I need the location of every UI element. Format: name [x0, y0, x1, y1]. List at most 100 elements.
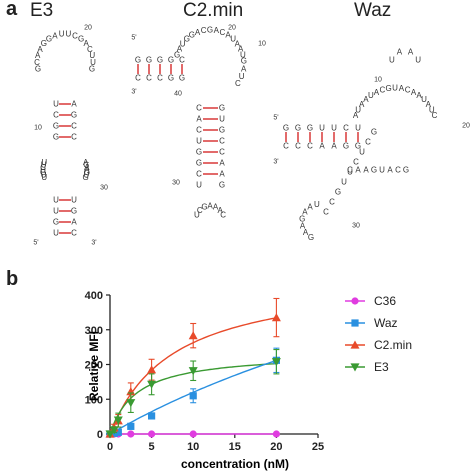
waz-hairpin-nt: U	[389, 56, 395, 65]
waz-branch-nt: C	[323, 208, 329, 217]
x-tick-label-5: 5	[149, 441, 155, 453]
e3-loop-nt: C	[72, 31, 78, 40]
waz-num-10: 10	[374, 77, 382, 84]
waz-arm-nt: U	[379, 166, 385, 175]
e3-loop-nt: U	[59, 30, 65, 39]
y-tick-label-0: 0	[97, 429, 103, 441]
waz-arm-nt: A	[387, 166, 393, 175]
waz-num-30: 30	[352, 223, 360, 230]
point-e3	[188, 367, 198, 376]
c2-right-nt: U	[219, 115, 225, 124]
c2-bottom-nt: C	[220, 211, 226, 220]
waz-arm-nt: G	[371, 166, 377, 175]
waz-stemtop-nt: U	[331, 124, 337, 133]
waz-arm-nt: A	[363, 166, 369, 175]
waz-arm-nt: C	[395, 166, 401, 175]
e3-loop2b-nt: A	[83, 158, 89, 167]
c2-bottom-nt: A	[213, 203, 219, 212]
c2-left-nt: C	[196, 126, 202, 135]
c2-bottom-nt: U	[194, 211, 200, 220]
legend-label-c36: C36	[374, 294, 396, 308]
waz-stemtop-nt: C	[343, 124, 349, 133]
y-tick-label-100: 100	[85, 394, 103, 406]
c2-loop-r-nt: U	[239, 72, 245, 81]
e3-loop2-nt: U	[40, 166, 46, 175]
waz-stembot-nt: A	[319, 142, 325, 151]
waz-loop-nt: A	[411, 88, 417, 97]
legend-marker-c36	[351, 297, 359, 305]
c2-stemL-nt: C	[179, 56, 185, 65]
c2-left-nt: G	[196, 159, 202, 168]
c2-stemR-nt: C	[157, 74, 163, 83]
c2-loop-nt: G	[184, 35, 190, 44]
waz-branch-nt: U	[341, 178, 347, 187]
waz-hairpin-nt: A	[397, 48, 403, 57]
e3-loop-nt: G	[35, 65, 41, 74]
waz-branch-nt: G	[335, 188, 341, 197]
c2-bottom-nt: G	[201, 203, 207, 212]
y-tick-label-200: 200	[85, 360, 103, 372]
waz-branch-nt: C	[353, 158, 359, 167]
c2-loop-nt: U	[230, 35, 236, 44]
waz-loop-nt: C	[379, 85, 385, 94]
waz-hairpin-nt: A	[408, 48, 414, 57]
e3-right-a-nt: G	[71, 111, 77, 120]
c2-loop-nt: G	[189, 31, 195, 40]
c2-3prime: 3'	[131, 89, 136, 96]
structure-title-waz: Waz	[354, 0, 392, 21]
point-c2min	[188, 331, 198, 340]
c2-loop-nt: G	[174, 51, 180, 60]
e3-left-b-nt: U	[53, 196, 59, 205]
legend-marker-c2min	[350, 340, 360, 349]
e3-loop2-nt: G	[40, 168, 46, 177]
e3-loop2-nt: U	[41, 160, 47, 169]
point-e3	[109, 426, 119, 435]
point-c36	[148, 430, 156, 438]
waz-loop-nt: U	[429, 105, 435, 114]
e3-loop-nt: U	[89, 51, 95, 60]
e3-loop2b-nt: G	[83, 160, 89, 169]
c2-right-nt: G	[219, 126, 225, 135]
c2-num-40: 40	[174, 91, 182, 98]
waz-loop-nt: C	[432, 111, 438, 120]
c2-loop-nt: U	[240, 51, 246, 60]
point-c36	[272, 430, 280, 438]
c2-num-30: 30	[172, 180, 180, 187]
c2-loop-nt: C	[220, 28, 226, 37]
chart-xlabel: concentration (nM)	[181, 457, 289, 471]
e3-loop2b-nt: U	[84, 171, 90, 180]
waz-branch-nt: C	[329, 198, 335, 207]
c2-loop-nt: A	[235, 39, 241, 48]
waz-stemtop-nt: U	[319, 124, 325, 133]
c2-left-nt: C	[196, 170, 202, 179]
c2-right-nt: G	[219, 181, 225, 190]
waz-loop-nt: A	[426, 100, 432, 109]
waz-arm-nt: G	[403, 166, 409, 175]
c2-left-nt: U	[196, 181, 202, 190]
point-c2min	[271, 313, 281, 322]
e3-loop-nt: C	[34, 58, 40, 67]
waz-loop-nt: U	[421, 95, 427, 104]
waz-loop-nt: U	[368, 91, 374, 100]
e3-left-a-nt: U	[53, 100, 59, 109]
waz-arm-nt: C	[347, 166, 353, 175]
c2-loop-r-nt: C	[235, 79, 241, 88]
e3-left-b-nt: U	[53, 229, 59, 238]
e3-loop-nt: U	[66, 30, 72, 39]
e3-loop-nt: G	[89, 65, 95, 74]
waz-3prime: 3'	[273, 159, 278, 166]
e3-left-a-nt: C	[53, 111, 59, 120]
e3-loop-nt: A	[52, 31, 58, 40]
waz-tail-nt: G	[308, 233, 314, 242]
c2-left-nt: A	[196, 115, 202, 124]
e3-loop-nt: A	[83, 39, 89, 48]
panel-b-label: b	[6, 268, 19, 290]
c2-loop-nt: A	[177, 45, 183, 54]
e3-loop2b-nt: G	[83, 173, 89, 182]
legend-marker-e3	[350, 363, 360, 372]
e3-left-b-nt: G	[53, 218, 59, 227]
